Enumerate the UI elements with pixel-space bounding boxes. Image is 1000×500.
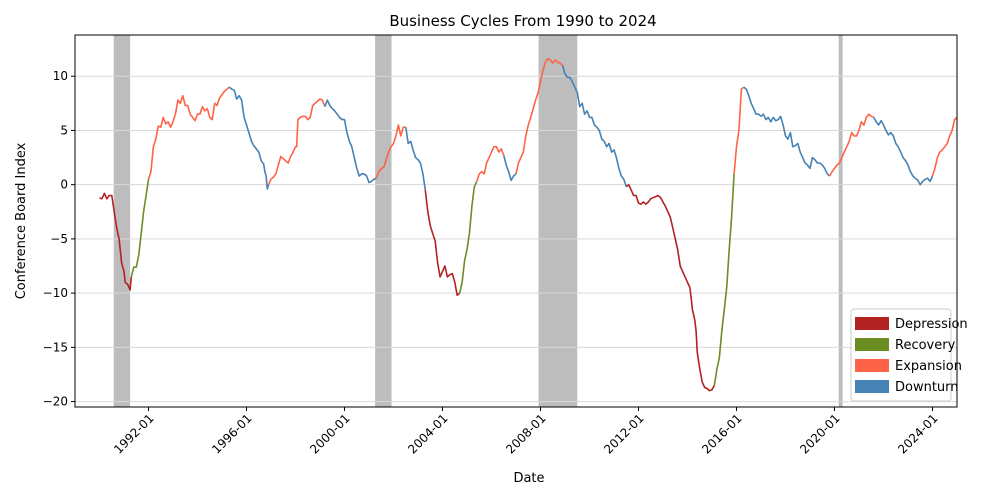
y-axis-title: Conference Board Index xyxy=(14,142,29,299)
x-tick-label: 2024-01 xyxy=(895,411,940,456)
y-tick-label: 10 xyxy=(53,69,68,83)
y-tick-label: 5 xyxy=(60,123,68,137)
legend-swatch xyxy=(855,317,889,330)
recession-band xyxy=(838,35,843,407)
x-tick-label: 2020-01 xyxy=(797,411,842,456)
series-expansion xyxy=(828,113,875,177)
legend-label: Expansion xyxy=(895,359,962,374)
series-recovery xyxy=(130,179,150,278)
x-axis-ticks: 1992-01 1996-01 2000-01 2004-01 2008-01 2012-… xyxy=(111,407,941,457)
legend-swatch xyxy=(855,338,889,351)
legend-label: Downturn xyxy=(895,380,959,395)
x-tick-label: 2012-01 xyxy=(601,411,646,456)
series-recovery xyxy=(458,181,478,294)
series-depression xyxy=(99,192,133,291)
x-axis-title: Date xyxy=(513,471,544,486)
y-tick-label: −15 xyxy=(43,340,68,354)
recession-band xyxy=(113,35,131,407)
series-expansion xyxy=(147,86,230,180)
series-expansion xyxy=(931,116,958,177)
x-tick-label: 2016-01 xyxy=(699,411,744,456)
series-downturn xyxy=(743,86,831,177)
x-tick-label: 1996-01 xyxy=(209,411,254,456)
series-expansion xyxy=(515,58,564,174)
x-tick-label: 1992-01 xyxy=(111,411,156,456)
y-axis-ticks: 10 5 0 −5 −10 −15 −20 xyxy=(43,69,75,409)
legend: Depression Recovery Expansion Downturn xyxy=(850,308,968,402)
series-expansion xyxy=(267,98,326,186)
series-expansion xyxy=(476,145,505,182)
series-downturn xyxy=(561,65,628,188)
gridlines xyxy=(75,75,957,403)
series-lines xyxy=(99,58,958,392)
legend-swatch xyxy=(855,380,889,393)
y-tick-label: −5 xyxy=(50,232,68,246)
series-expansion xyxy=(375,124,406,179)
series-downturn xyxy=(324,99,377,184)
chart-title: Business Cycles From 1990 to 2024 xyxy=(389,12,656,30)
legend-label: Depression xyxy=(895,317,968,332)
y-tick-label: 0 xyxy=(60,178,68,192)
y-tick-label: −20 xyxy=(43,395,68,409)
y-tick-label: −10 xyxy=(43,286,68,300)
x-tick-label: 2000-01 xyxy=(307,411,352,456)
legend-box xyxy=(850,308,952,402)
x-tick-label: 2008-01 xyxy=(503,411,548,456)
x-tick-label: 2004-01 xyxy=(405,411,450,456)
series-recovery xyxy=(713,173,735,386)
series-expansion xyxy=(733,86,745,174)
plot-frame xyxy=(74,34,958,408)
recession-band xyxy=(375,35,392,407)
recession-bands xyxy=(113,35,843,407)
series-downturn xyxy=(405,127,427,191)
series-downturn xyxy=(873,117,934,186)
recession-band xyxy=(538,35,578,407)
series-depression xyxy=(625,183,716,392)
legend-label: Recovery xyxy=(895,338,956,353)
series-depression xyxy=(424,190,461,297)
legend-swatch xyxy=(855,359,889,372)
series-downturn xyxy=(503,155,517,182)
series-downturn xyxy=(228,86,270,190)
